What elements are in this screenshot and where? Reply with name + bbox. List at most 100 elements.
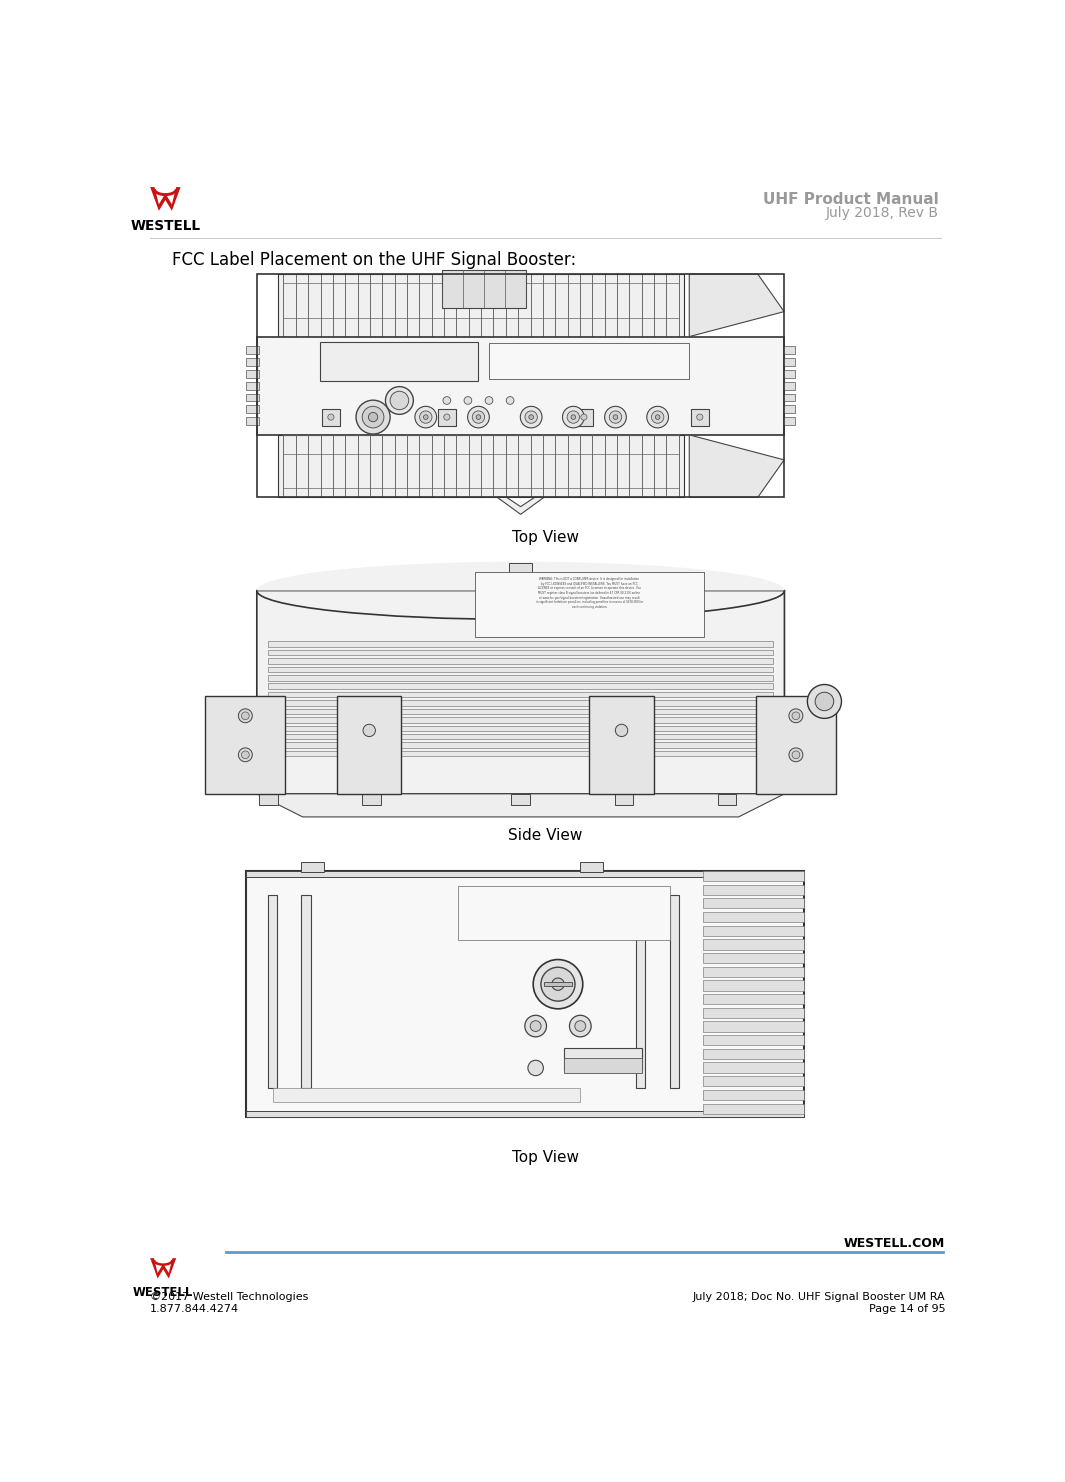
Circle shape [541, 968, 575, 1002]
Circle shape [807, 685, 841, 719]
Circle shape [390, 391, 409, 409]
Bar [475, 572, 704, 637]
Bar [268, 742, 773, 748]
Circle shape [552, 978, 564, 990]
Bar [268, 692, 773, 698]
Circle shape [789, 708, 803, 723]
Bar [246, 871, 803, 1117]
Polygon shape [257, 562, 785, 590]
Bar [442, 270, 526, 308]
Bar [246, 359, 259, 366]
Text: ©2017 Westell Technologies: ©2017 Westell Technologies [150, 1292, 309, 1303]
Bar [268, 642, 773, 646]
Bar [246, 406, 259, 413]
Circle shape [242, 751, 249, 759]
Circle shape [356, 400, 390, 434]
Bar [438, 409, 456, 425]
Circle shape [605, 406, 626, 428]
Circle shape [386, 387, 413, 415]
Bar [579, 861, 603, 873]
Polygon shape [497, 498, 544, 514]
Circle shape [646, 406, 669, 428]
Bar [544, 983, 572, 987]
Bar [489, 344, 689, 379]
Bar [259, 794, 278, 805]
Bar [703, 1063, 803, 1073]
Circle shape [328, 413, 334, 421]
Circle shape [242, 711, 249, 720]
Bar [718, 794, 736, 805]
Text: Top View: Top View [512, 529, 579, 545]
Circle shape [616, 725, 627, 737]
Text: July 2018, Rev B: July 2018, Rev B [826, 206, 939, 219]
Circle shape [443, 397, 450, 405]
Circle shape [568, 411, 579, 424]
Bar [589, 697, 654, 794]
Bar [783, 370, 794, 378]
Circle shape [609, 411, 622, 424]
Bar [268, 734, 773, 740]
Bar [268, 649, 773, 655]
Bar [563, 1048, 642, 1070]
Bar [362, 794, 381, 805]
Circle shape [472, 411, 485, 424]
Bar [246, 871, 803, 877]
Bar [278, 434, 684, 498]
Bar [338, 697, 402, 794]
Circle shape [444, 413, 449, 421]
Circle shape [530, 1021, 541, 1031]
Bar [274, 1088, 580, 1103]
Circle shape [562, 406, 585, 428]
Bar [278, 274, 684, 336]
Circle shape [815, 692, 834, 711]
Bar [703, 898, 803, 908]
Text: FCC Label Placement on the UHF Signal Booster:: FCC Label Placement on the UHF Signal Bo… [171, 250, 576, 270]
Circle shape [239, 748, 252, 762]
Bar [703, 885, 803, 895]
Circle shape [570, 1015, 591, 1037]
Circle shape [506, 397, 514, 405]
Bar [703, 966, 803, 977]
Bar [257, 274, 784, 498]
Bar [268, 726, 773, 731]
Bar [321, 341, 478, 381]
Text: Side View: Side View [508, 828, 583, 843]
Bar [703, 1034, 803, 1045]
Bar [703, 1104, 803, 1114]
Bar [268, 701, 773, 705]
Bar [268, 708, 773, 714]
Circle shape [528, 1060, 543, 1076]
Circle shape [697, 413, 703, 421]
Circle shape [792, 751, 800, 759]
Circle shape [415, 406, 437, 428]
Bar [206, 697, 285, 794]
Bar [783, 382, 794, 390]
Circle shape [476, 415, 480, 419]
Bar [703, 926, 803, 935]
Circle shape [362, 406, 383, 428]
Bar [300, 861, 324, 873]
Text: WESTELL.COM: WESTELL.COM [845, 1236, 946, 1249]
Text: Page 14 of 95: Page 14 of 95 [869, 1304, 946, 1313]
Circle shape [239, 708, 252, 723]
Bar [783, 416, 794, 425]
Bar [756, 697, 836, 794]
Circle shape [575, 1021, 586, 1031]
Bar [703, 1089, 803, 1100]
Polygon shape [689, 274, 784, 336]
Bar [458, 886, 670, 940]
Bar [301, 895, 311, 1088]
Circle shape [424, 415, 428, 419]
Bar [703, 1008, 803, 1018]
Bar [574, 409, 593, 425]
Circle shape [420, 411, 432, 424]
Bar [268, 667, 773, 673]
Text: Top View: Top View [512, 1150, 579, 1165]
Bar [246, 416, 259, 425]
Text: WESTELL: WESTELL [133, 1286, 194, 1298]
Bar [703, 994, 803, 1005]
Bar [703, 981, 803, 990]
Bar [322, 409, 340, 425]
Circle shape [571, 415, 576, 419]
Bar [268, 683, 773, 689]
